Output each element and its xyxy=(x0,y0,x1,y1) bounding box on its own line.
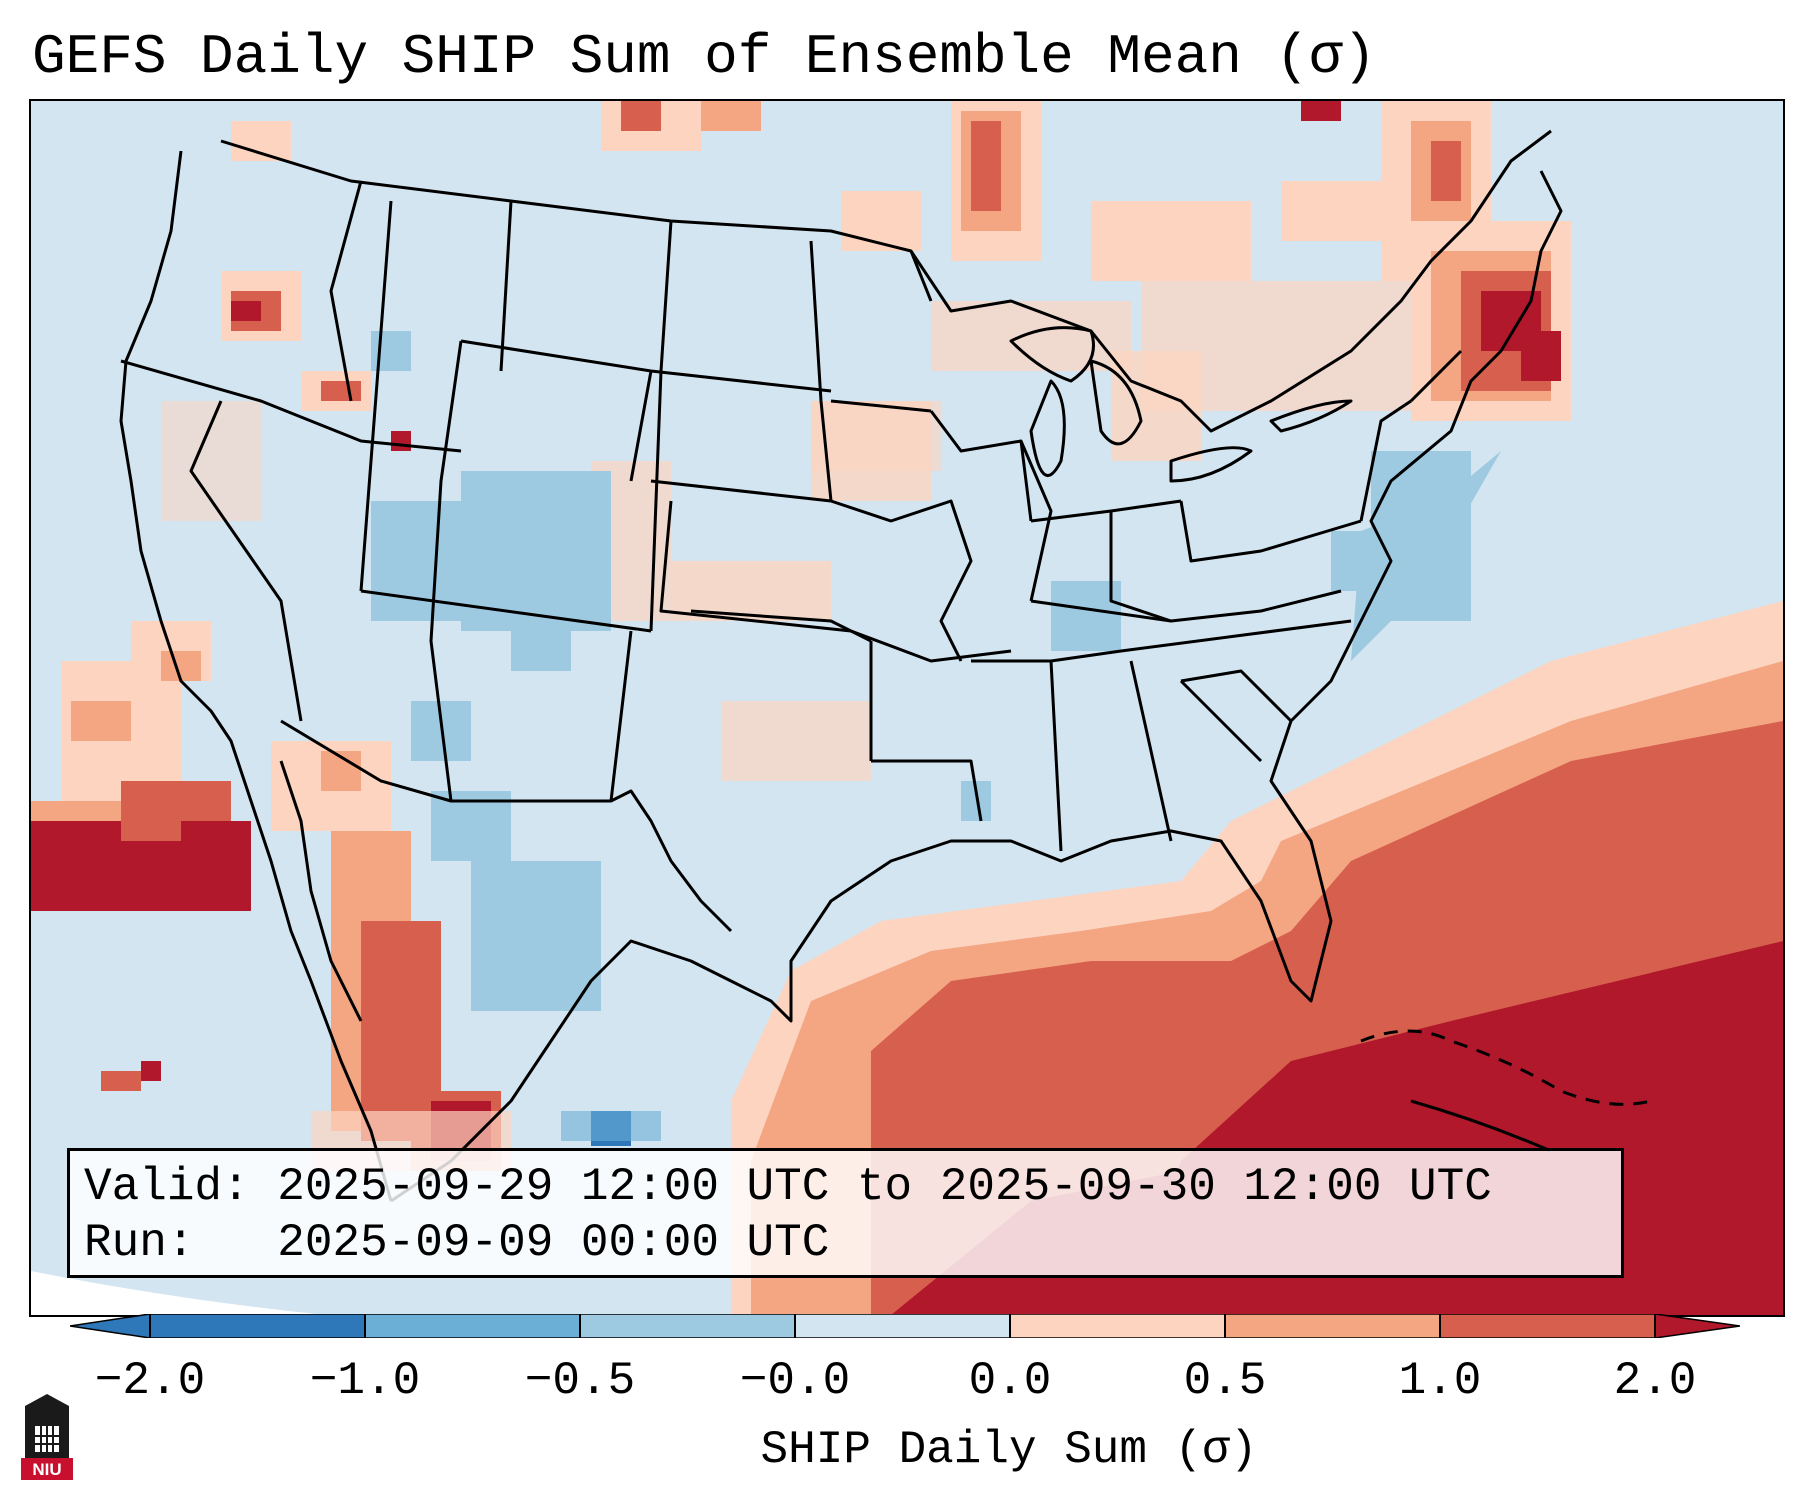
colorbar-tick: −0.0 xyxy=(739,1355,851,1407)
validity-info-box: Valid: 2025-09-29 12:00 UTC to 2025-09-3… xyxy=(67,1148,1624,1278)
colorbar-extend-high xyxy=(1654,1314,1740,1338)
pacific-anomaly xyxy=(31,621,251,1091)
colorbar-tick: −2.0 xyxy=(94,1355,206,1407)
map-panel xyxy=(29,99,1785,1317)
northern-anomalies xyxy=(601,101,1401,281)
colorbar-tick: 1.0 xyxy=(1398,1355,1482,1407)
logo-text: NIU xyxy=(32,1460,61,1479)
colorbar-tick: −0.5 xyxy=(524,1355,636,1407)
colorbar-tick: −1.0 xyxy=(309,1355,421,1407)
colorbar-band xyxy=(1010,1314,1225,1338)
colorbar-label: SHIP Daily Sum (σ) xyxy=(760,1424,1258,1476)
colorbar-tick: 0.0 xyxy=(968,1355,1052,1407)
negative-anomalies xyxy=(371,331,1471,1146)
colorbar-band xyxy=(1225,1314,1440,1338)
valid-label: Valid: xyxy=(84,1161,250,1213)
run-time: 2025-09-09 00:00 UTC xyxy=(277,1217,830,1269)
colorbar-tick: 2.0 xyxy=(1613,1355,1697,1407)
colorbar-extend-low xyxy=(70,1314,151,1338)
ship-anomaly-map xyxy=(31,101,1783,1315)
colorbar-tick: 0.5 xyxy=(1183,1355,1267,1407)
niu-building-logo-icon: NIU xyxy=(21,1394,73,1480)
valid-time-range: 2025-09-29 12:00 UTC to 2025-09-30 12:00… xyxy=(277,1161,1492,1213)
run-label: Run: xyxy=(84,1217,195,1269)
political-borders xyxy=(119,129,1652,1203)
colorbar-band xyxy=(795,1314,1010,1338)
colorbar-band xyxy=(150,1314,365,1338)
map-title: GEFS Daily SHIP Sum of Ensemble Mean (σ) xyxy=(32,25,1377,89)
colorbar xyxy=(70,1314,1740,1338)
colorbar-band xyxy=(1440,1314,1655,1338)
colorbar-band xyxy=(365,1314,580,1338)
colorbar-band xyxy=(580,1314,795,1338)
